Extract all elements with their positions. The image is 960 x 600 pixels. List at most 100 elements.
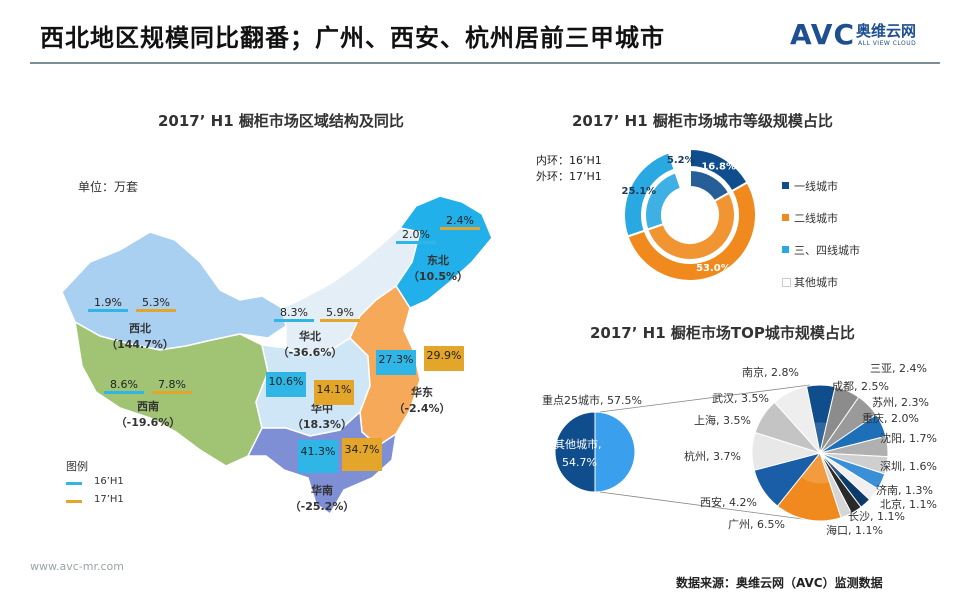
value-box-orange-5: 34.7% [342,438,382,471]
ring-value-label-3: 5.2% [667,155,695,166]
legend-label-2016: 16’H1 [94,476,124,487]
region-name-central: 华中 [311,402,333,415]
pie-connector-bottom [599,491,811,521]
city-pie-highlight-0 [813,422,827,453]
value-box-blue-0: 1.9% [88,296,128,312]
ring-value-label-2: 25.1% [621,186,656,197]
region-name-northwest: 西北 [129,322,151,335]
tier-legend-label-3: 其他城市 [794,276,838,289]
region-yoy-central: （18.3%） [291,418,353,431]
region-label-east: 华东 （-2.4%） [382,384,462,416]
city-pie-slice-11 [776,451,842,522]
value-box-blue-5: 41.3% [298,440,338,473]
city-label-6: 深圳, 1.6% [880,460,937,473]
ring-inner-slice-1 [646,191,736,261]
value-box-orange-3: 2.4% [440,214,480,230]
value-box-orange-1: 7.8% [152,378,192,394]
legend-swatch-2016 [66,482,82,485]
main-pie-slice-top25 [594,411,636,493]
footer-url: www.avc-mr.com [30,560,124,573]
tier-legend-label-1: 二线城市 [794,212,838,225]
region-label-north: 华北 （-36.6%） [270,328,350,360]
region-name-south: 华南 [311,484,333,497]
value-box-orange-2: 5.9% [320,306,360,322]
city-label-0: 南京, 2.8% [742,366,799,379]
tier-legend-swatch-2 [782,246,789,253]
tier-legend-label-2: 三、四线城市 [794,244,860,257]
tier-legend-swatch-3 [782,278,791,287]
city-label-8: 北京, 1.1% [880,498,937,511]
ring-inner-slice-3 [674,168,691,190]
pie-connector-top [599,384,811,413]
value-box-orange-6: 29.9% [424,346,464,371]
header-divider [30,62,940,64]
data-source: 数据来源：奥维云网（AVC）监测数据 [676,576,883,590]
city-label-4: 重庆, 2.0% [862,412,919,425]
value-box-blue-1: 8.6% [104,378,144,394]
city-label-1: 三亚, 2.4% [870,362,927,375]
region-label-northeast: 东北 （10.5%） [398,252,478,284]
unit-label: 单位：万套 [78,180,139,194]
legend-swatch-2017 [66,500,82,503]
logo-en-text: ALL VIEW CLOUD [858,40,917,47]
region-yoy-north: （-36.6%） [277,346,343,359]
ring-value-label-0: 16.8% [701,162,736,173]
main-label-other-name: 其他城市, [554,438,602,451]
main-label-other-value: 54.7% [562,456,597,469]
city-label-3: 苏州, 2.3% [872,396,929,409]
city-label-13: 杭州, 3.7% [684,450,741,463]
ring-outer-slice-1 [626,181,757,282]
ring-note-inner: 内环：16’H1 [536,154,602,167]
ring-outer-slice-3 [667,147,691,171]
city-pie-slice-15 [773,385,821,455]
page-title: 西北地区规模同比翻番；广州、西安、杭州居前三甲城市 [40,24,665,52]
city-label-10: 海口, 1.1% [826,524,883,537]
ring-center-hole [664,189,716,241]
region-yoy-northwest: （144.7%） [106,338,174,351]
region-label-south: 华南 （-25.2%） [282,482,362,514]
legend-label-2017: 17’H1 [94,494,124,505]
header: 西北地区规模同比翻番；广州、西安、杭州居前三甲城市 AVC 奥维云网 ALL V… [0,0,960,64]
region-northeast-shape [395,195,493,309]
city-label-5: 沈阳, 1.7% [880,432,937,445]
value-box-blue-6: 27.3% [376,350,416,375]
logo-cn-text: 奥维云网 [856,22,917,40]
value-box-blue-3: 2.0% [396,228,436,244]
city-label-2: 成都, 2.5% [832,380,889,393]
city-pie-highlight-11 [800,453,830,484]
avc-logo: AVC 奥维云网 ALL VIEW CLOUD [790,18,940,58]
value-box-orange-4: 14.1% [314,380,354,405]
region-yoy-northeast: （10.5%） [407,270,469,283]
value-box-blue-2: 8.3% [274,306,314,322]
tier-ring-chart: 16.8% 53.0% 25.1% 5.2% [621,147,757,282]
region-label-northwest: 西北 （144.7%） [100,320,180,352]
top-city-chart-title: 2017’ H1 橱柜市场TOP城市规模占比 [590,324,855,342]
tier-legend-label-0: 一线城市 [794,180,838,193]
main-pie-slice-other [554,411,596,493]
logo-avc-text: AVC [790,18,855,51]
region-name-east: 华东 [411,386,433,399]
region-name-north: 华北 [299,330,321,343]
region-name-northeast: 东北 [427,254,449,267]
city-pie-highlight-8 [820,453,843,478]
city-label-15: 武汉, 3.5% [712,392,769,405]
tier-legend-swatch-0 [782,182,789,189]
region-chart-title: 2017’ H1 橱柜市场区域结构及同比 [158,112,404,130]
region-label-southwest: 西南 （-19.6%） [108,398,188,430]
region-yoy-south: （-25.2%） [289,500,355,513]
region-yoy-southwest: （-19.6%） [115,416,181,429]
map-legend-title: 图例 [66,460,88,473]
city-label-14: 上海, 3.5% [694,414,751,427]
city-label-12: 西安, 4.2% [700,496,757,509]
region-label-central: 华中 （18.3%） [282,400,362,432]
value-box-orange-0: 5.3% [136,296,176,312]
ring-value-label-1: 53.0% [696,263,731,274]
region-yoy-east: （-2.4%） [393,402,451,415]
city-label-9: 长沙, 1.1% [848,510,905,523]
ring-note-outer: 外环：17’H1 [536,170,602,183]
tier-chart-title: 2017’ H1 橱柜市场城市等级规模占比 [572,112,833,130]
main-label-top25: 重点25城市, 57.5% [542,394,642,407]
city-label-7: 济南, 1.3% [876,484,933,497]
value-box-blue-4: 10.6% [266,372,306,397]
region-name-southwest: 西南 [137,400,159,413]
